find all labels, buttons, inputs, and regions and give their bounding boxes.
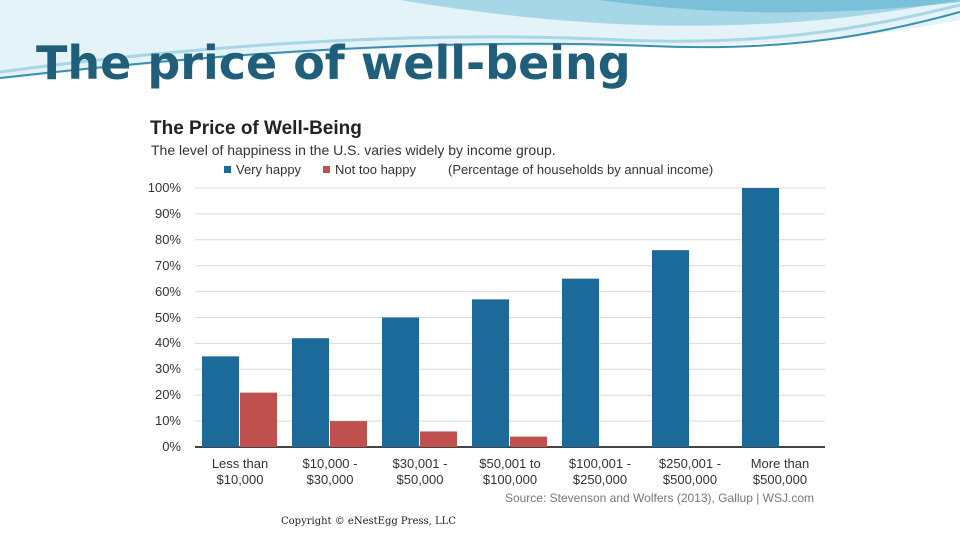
- bar-very-happy: [742, 188, 779, 447]
- legend-swatch-not-too-happy: [323, 166, 331, 173]
- y-tick-label: 10%: [154, 413, 181, 429]
- legend-item-not-too-happy: Not too happy: [323, 162, 416, 177]
- y-tick-label: 100%: [147, 180, 181, 195]
- y-tick-label: 70%: [154, 257, 181, 273]
- bar-very-happy: [472, 299, 509, 447]
- bar-very-happy: [382, 317, 419, 447]
- y-tick-label: 50%: [154, 309, 181, 325]
- y-tick-label: 40%: [154, 335, 181, 351]
- x-category-label: More than $500,000: [750, 456, 810, 487]
- x-category-label: Less than $10,000: [211, 456, 269, 487]
- bar-not-too-happy: [420, 431, 457, 447]
- y-tick-label: 60%: [154, 283, 181, 299]
- chart: The Price of Well-Being The level of hap…: [140, 110, 834, 513]
- bar-not-too-happy: [330, 421, 367, 447]
- bar-not-too-happy: [240, 392, 277, 447]
- bar-very-happy: [292, 338, 329, 447]
- copyright-notice: Copyright © eNestEgg Press, LLC: [281, 516, 456, 527]
- y-tick-label: 90%: [154, 205, 181, 221]
- y-tick-label: 80%: [154, 231, 181, 247]
- bar-very-happy: [562, 278, 599, 447]
- legend-label: Not too happy: [335, 162, 416, 177]
- y-tick-label: 20%: [154, 387, 181, 403]
- legend-swatch-very-happy: [224, 166, 231, 173]
- legend-note: (Percentage of households by annual inco…: [448, 162, 714, 177]
- slide-title: The price of well-being: [36, 36, 631, 90]
- y-tick-label: 30%: [154, 361, 181, 377]
- chart-subtitle: The level of happiness in the U.S. varie…: [151, 142, 556, 158]
- chart-legend: Very happy Not too happy (Percentage of …: [224, 162, 713, 177]
- chart-title: The Price of Well-Being: [150, 118, 362, 139]
- x-category-label: $30,001 - $50,000: [392, 456, 448, 487]
- bar-very-happy: [202, 356, 239, 447]
- chart-plot-area: [195, 187, 825, 448]
- chart-source: Source: Stevenson and Wolfers (2013), Ga…: [504, 491, 814, 505]
- x-category-label: $50,001 to $100,000: [479, 456, 541, 487]
- legend-item-very-happy: Very happy: [224, 162, 301, 177]
- bar-very-happy: [652, 250, 689, 447]
- bar-not-too-happy: [510, 436, 547, 447]
- x-category-label: $100,001 - $250,000: [568, 456, 632, 487]
- legend-label: Very happy: [236, 162, 302, 177]
- y-tick-label: 0%: [162, 439, 181, 454]
- x-category-label: $10,000 - $30,000: [302, 456, 358, 487]
- x-category-label: $250,001 - $500,000: [658, 456, 722, 487]
- header-decoration: [0, 0, 960, 80]
